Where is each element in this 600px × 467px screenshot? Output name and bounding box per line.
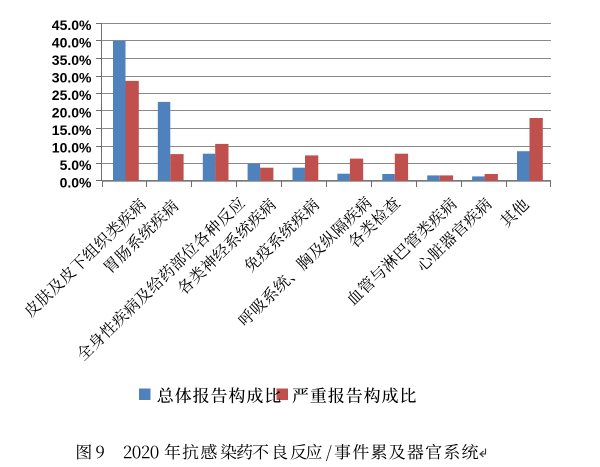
svg-text:10.0%: 10.0% <box>52 139 92 155</box>
svg-text:35.0%: 35.0% <box>52 52 92 68</box>
svg-text:25.0%: 25.0% <box>52 87 92 103</box>
svg-text:20.0%: 20.0% <box>52 104 92 120</box>
svg-text:5.0%: 5.0% <box>60 157 92 173</box>
svg-text:40.0%: 40.0% <box>52 34 92 50</box>
svg-text:45.0%: 45.0% <box>52 17 92 33</box>
svg-text:15.0%: 15.0% <box>52 122 92 138</box>
svg-text:0.0%: 0.0% <box>60 174 92 190</box>
svg-text:30.0%: 30.0% <box>52 69 92 85</box>
